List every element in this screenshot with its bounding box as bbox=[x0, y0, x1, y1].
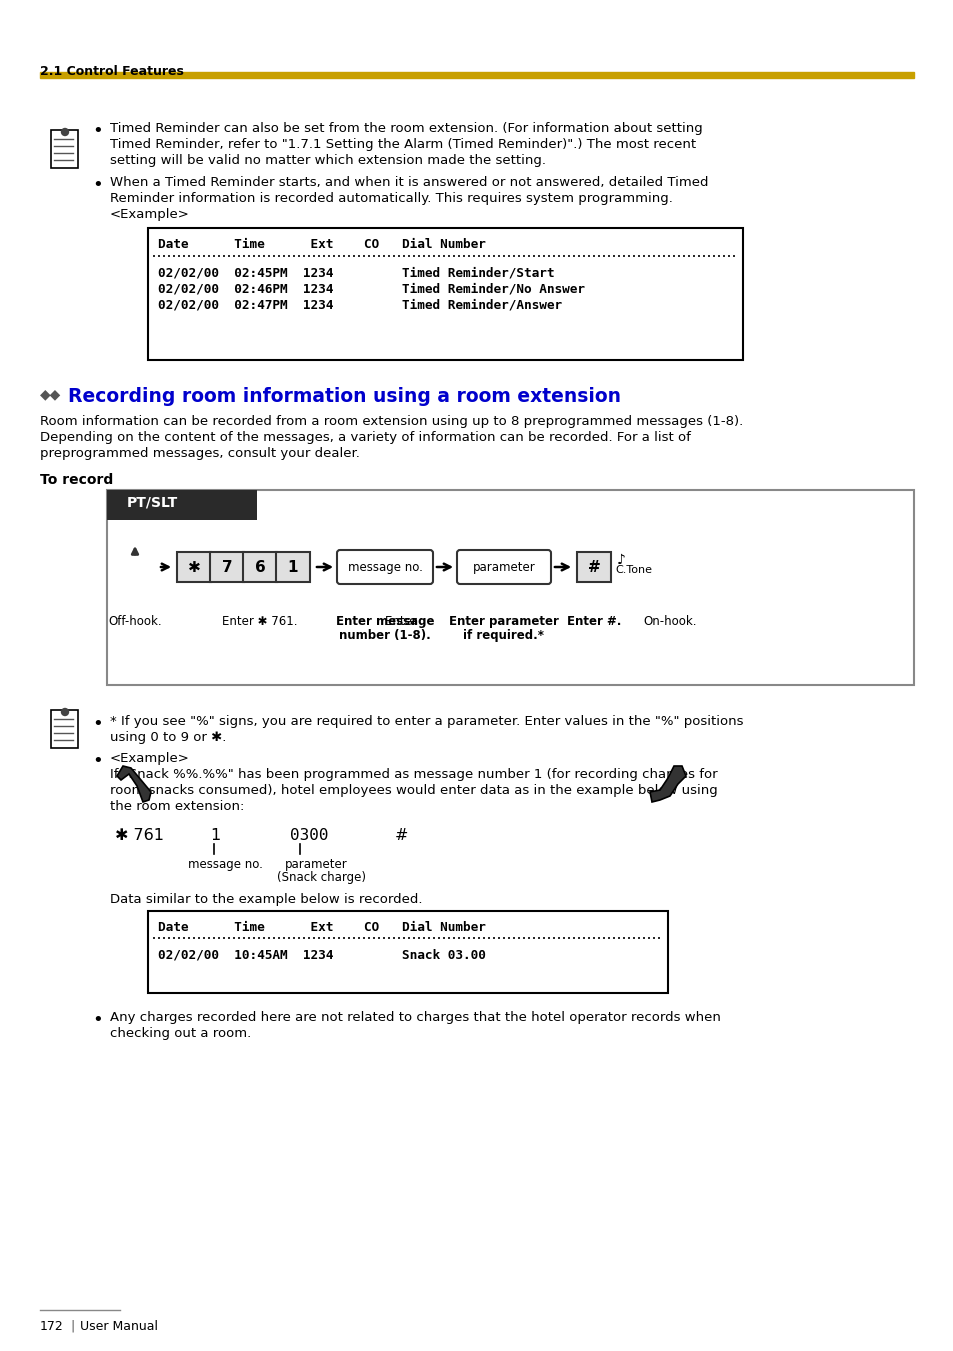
Text: Date      Time      Ext    CO   Dial Number: Date Time Ext CO Dial Number bbox=[158, 238, 485, 251]
Text: Enter ✱ 761.: Enter ✱ 761. bbox=[222, 615, 297, 628]
Text: 02/02/00  02:46PM  1234         Timed Reminder/No Answer: 02/02/00 02:46PM 1234 Timed Reminder/No … bbox=[158, 282, 584, 295]
Text: Data similar to the example below is recorded.: Data similar to the example below is rec… bbox=[110, 893, 422, 907]
Circle shape bbox=[61, 708, 69, 716]
Text: #: # bbox=[395, 828, 408, 843]
Text: if required.*: if required.* bbox=[463, 630, 544, 642]
Text: •: • bbox=[91, 176, 103, 195]
Text: User Manual: User Manual bbox=[80, 1320, 158, 1333]
Text: parameter: parameter bbox=[472, 561, 535, 574]
Text: When a Timed Reminder starts, and when it is answered or not answered, detailed : When a Timed Reminder starts, and when i… bbox=[110, 176, 708, 189]
Text: 02/02/00  10:45AM  1234         Snack 03.00: 02/02/00 10:45AM 1234 Snack 03.00 bbox=[158, 948, 485, 961]
Text: Enter message: Enter message bbox=[335, 615, 434, 628]
Text: * If you see "%" signs, you are required to enter a parameter. Enter values in t: * If you see "%" signs, you are required… bbox=[110, 715, 742, 728]
Text: 7: 7 bbox=[221, 559, 233, 574]
Text: using 0 to 9 or ✱.: using 0 to 9 or ✱. bbox=[110, 731, 226, 744]
Circle shape bbox=[61, 128, 69, 135]
Text: 6: 6 bbox=[254, 559, 265, 574]
Text: Enter #.: Enter #. bbox=[566, 615, 620, 628]
Text: ✱: ✱ bbox=[188, 559, 200, 574]
Text: checking out a room.: checking out a room. bbox=[110, 1027, 251, 1040]
Text: PT/SLT: PT/SLT bbox=[127, 496, 178, 509]
Text: 02/02/00  02:45PM  1234         Timed Reminder/Start: 02/02/00 02:45PM 1234 Timed Reminder/Sta… bbox=[158, 266, 554, 280]
FancyBboxPatch shape bbox=[275, 553, 310, 582]
Text: ◆◆: ◆◆ bbox=[40, 386, 61, 401]
FancyBboxPatch shape bbox=[177, 553, 211, 582]
Text: Off-hook.: Off-hook. bbox=[108, 615, 162, 628]
Text: C.Tone: C.Tone bbox=[615, 565, 651, 576]
Bar bbox=[107, 490, 913, 685]
Text: 02/02/00  02:47PM  1234         Timed Reminder/Answer: 02/02/00 02:47PM 1234 Timed Reminder/Ans… bbox=[158, 299, 561, 311]
Text: ♪: ♪ bbox=[617, 553, 625, 567]
FancyBboxPatch shape bbox=[456, 550, 551, 584]
Text: (Snack charge): (Snack charge) bbox=[276, 871, 366, 884]
Text: On-hook.: On-hook. bbox=[642, 615, 696, 628]
Text: #: # bbox=[587, 559, 599, 574]
Text: If "Snack %%.%%" has been programmed as message number 1 (for recording charges : If "Snack %%.%%" has been programmed as … bbox=[110, 767, 717, 781]
Text: To record: To record bbox=[40, 473, 113, 486]
Text: number (1-8).: number (1-8). bbox=[338, 630, 431, 642]
Bar bbox=[107, 490, 256, 520]
Text: Timed Reminder, refer to "1.7.1 Setting the Alarm (Timed Reminder)".) The most r: Timed Reminder, refer to "1.7.1 Setting … bbox=[110, 138, 696, 151]
Text: Reminder information is recorded automatically. This requires system programming: Reminder information is recorded automat… bbox=[110, 192, 672, 205]
Text: 1: 1 bbox=[210, 828, 220, 843]
Text: <Example>: <Example> bbox=[110, 208, 190, 222]
Bar bbox=[40, 72, 913, 78]
FancyBboxPatch shape bbox=[210, 553, 244, 582]
Text: <Example>: <Example> bbox=[110, 753, 190, 765]
Text: Enter: Enter bbox=[385, 615, 420, 628]
Text: 0300: 0300 bbox=[290, 828, 328, 843]
Text: 172: 172 bbox=[40, 1320, 64, 1333]
Text: 2.1 Control Features: 2.1 Control Features bbox=[40, 65, 184, 78]
Text: Any charges recorded here are not related to charges that the hotel operator rec: Any charges recorded here are not relate… bbox=[110, 1011, 720, 1024]
FancyBboxPatch shape bbox=[577, 553, 610, 582]
Text: |: | bbox=[70, 1320, 74, 1333]
Bar bbox=[51, 130, 78, 168]
Bar bbox=[148, 228, 742, 359]
Text: •: • bbox=[91, 122, 103, 141]
Text: ✱ 761: ✱ 761 bbox=[115, 828, 164, 843]
Text: message no.: message no. bbox=[188, 858, 263, 871]
Text: setting will be valid no matter which extension made the setting.: setting will be valid no matter which ex… bbox=[110, 154, 545, 168]
Text: room snacks consumed), hotel employees would enter data as in the example below : room snacks consumed), hotel employees w… bbox=[110, 784, 717, 797]
Text: parameter: parameter bbox=[285, 858, 348, 871]
Text: Depending on the content of the messages, a variety of information can be record: Depending on the content of the messages… bbox=[40, 431, 690, 444]
Text: Room information can be recorded from a room extension using up to 8 preprogramm: Room information can be recorded from a … bbox=[40, 415, 742, 428]
FancyBboxPatch shape bbox=[243, 553, 276, 582]
Text: message no.: message no. bbox=[347, 561, 422, 574]
Text: Date      Time      Ext    CO   Dial Number: Date Time Ext CO Dial Number bbox=[158, 921, 485, 934]
Text: •: • bbox=[91, 753, 103, 770]
Text: Recording room information using a room extension: Recording room information using a room … bbox=[68, 386, 620, 407]
Bar bbox=[148, 911, 667, 993]
Text: 1: 1 bbox=[288, 559, 298, 574]
Polygon shape bbox=[649, 766, 685, 802]
Text: the room extension:: the room extension: bbox=[110, 800, 244, 813]
Text: preprogrammed messages, consult your dealer.: preprogrammed messages, consult your dea… bbox=[40, 447, 359, 459]
Text: •: • bbox=[91, 1011, 103, 1029]
Text: •: • bbox=[91, 715, 103, 734]
Text: Enter parameter: Enter parameter bbox=[449, 615, 558, 628]
Text: Timed Reminder can also be set from the room extension. (For information about s: Timed Reminder can also be set from the … bbox=[110, 122, 702, 135]
Polygon shape bbox=[117, 766, 151, 802]
Bar bbox=[51, 711, 78, 748]
FancyBboxPatch shape bbox=[336, 550, 433, 584]
